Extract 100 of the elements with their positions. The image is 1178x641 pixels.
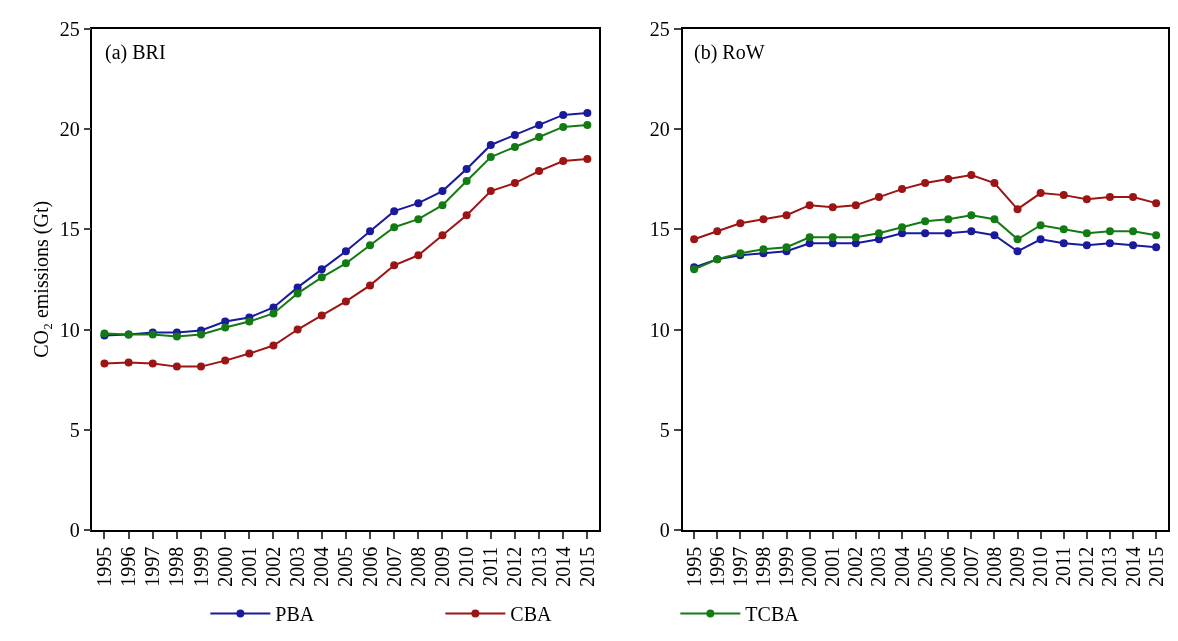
point [1129,227,1138,236]
y-tick-label: 10 [649,318,670,341]
x-tick-label: 1999 [189,546,212,587]
point [944,229,953,238]
point [245,349,254,358]
point [990,215,999,224]
point [1152,243,1161,252]
point [1013,247,1022,256]
point [851,201,860,210]
point [782,243,791,252]
point [1105,239,1114,248]
point [1152,231,1161,240]
point [414,215,423,224]
point [221,323,230,332]
point [1036,221,1045,230]
point [990,179,999,188]
point [1082,229,1091,238]
point [921,229,930,238]
y-tick-label: 15 [649,218,670,241]
point [172,332,181,341]
y-tick-label: 25 [59,17,80,40]
x-tick-label: 2001 [821,546,844,587]
x-tick-label: 2003 [867,546,890,587]
point [438,231,447,240]
point [782,211,791,220]
point [583,120,592,129]
y-tick-label: 10 [59,318,80,341]
point [1129,193,1138,202]
x-tick-label: 2006 [358,546,381,587]
point [874,229,883,238]
x-tick-label: 2006 [936,546,959,587]
point [269,309,278,318]
point [293,325,302,334]
x-tick-label: 1998 [165,546,188,587]
x-tick-label: 2014 [1121,546,1144,587]
x-tick-label: 2004 [310,546,333,587]
point [172,362,181,371]
point [944,175,953,184]
y-tick-label: 0 [659,519,670,542]
point [559,122,568,131]
point [967,171,976,180]
x-tick-label: 2001 [237,546,260,587]
point [805,201,814,210]
y-tick-label: 25 [649,17,670,40]
point [462,165,471,174]
point [1105,227,1114,236]
point [1082,195,1091,204]
x-tick-label: 1997 [141,546,164,587]
point [486,153,495,162]
point [583,155,592,164]
point [1129,241,1138,250]
point [414,251,423,260]
point [221,356,230,365]
point [341,297,350,306]
point [462,177,471,186]
point [390,207,399,216]
point [1036,189,1045,198]
point [535,120,544,129]
point [438,187,447,196]
point [317,265,326,274]
point [1105,193,1114,202]
x-tick-label: 2010 [455,546,478,587]
y-tick-label: 0 [69,519,80,542]
x-tick-label: 2011 [479,546,502,587]
x-tick-label: 1997 [728,546,751,587]
x-tick-label: 1995 [682,546,705,587]
y-tick-label: 5 [659,418,670,441]
point [1059,225,1068,234]
x-tick-label: 2000 [798,546,821,587]
point [559,110,568,119]
x-tick-label: 2014 [551,546,574,587]
x-tick-label: 1996 [117,546,140,587]
point [535,132,544,141]
point [1036,235,1045,244]
point [990,231,999,240]
legend-label: TCBA [745,603,800,626]
y-tick-label: 15 [59,218,80,241]
text: (b) RoW [694,41,765,64]
x-tick-label: 2008 [982,546,1005,587]
x-tick-label: 2012 [1075,546,1098,587]
x-tick-label: 2015 [1144,546,1167,587]
y-tick-label: 5 [69,418,80,441]
x-tick-label: 1999 [775,546,798,587]
point [1013,235,1022,244]
point [921,217,930,226]
x-tick-label: 2015 [575,546,598,587]
point [510,130,519,139]
point [559,157,568,166]
point [967,227,976,236]
point [510,142,519,151]
point [828,203,837,212]
point [851,233,860,242]
point [100,359,109,368]
point [366,281,375,290]
point [366,241,375,250]
x-tick-label: 2007 [382,546,405,587]
point [341,259,350,268]
x-tick-label: 2007 [959,546,982,587]
point [390,223,399,232]
x-tick-label: 1996 [705,546,728,587]
